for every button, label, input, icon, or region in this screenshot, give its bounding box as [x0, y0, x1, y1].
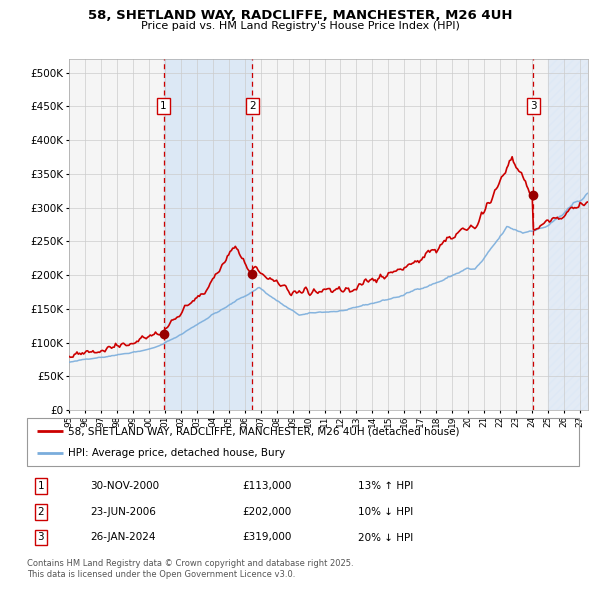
- Text: HPI: Average price, detached house, Bury: HPI: Average price, detached house, Bury: [68, 448, 286, 458]
- Text: 58, SHETLAND WAY, RADCLIFFE, MANCHESTER, M26 4UH (detached house): 58, SHETLAND WAY, RADCLIFFE, MANCHESTER,…: [68, 426, 460, 436]
- Text: 23-JUN-2006: 23-JUN-2006: [91, 507, 157, 517]
- Text: £113,000: £113,000: [242, 481, 292, 491]
- Text: 20% ↓ HPI: 20% ↓ HPI: [358, 533, 413, 542]
- Text: 1: 1: [37, 481, 44, 491]
- Text: 2: 2: [37, 507, 44, 517]
- Text: 1: 1: [160, 101, 167, 112]
- Text: 30-NOV-2000: 30-NOV-2000: [91, 481, 160, 491]
- Text: 3: 3: [530, 101, 536, 112]
- Text: Contains HM Land Registry data © Crown copyright and database right 2025.
This d: Contains HM Land Registry data © Crown c…: [27, 559, 353, 579]
- Bar: [548, 59, 588, 410]
- Text: £319,000: £319,000: [242, 533, 292, 542]
- Text: Price paid vs. HM Land Registry's House Price Index (HPI): Price paid vs. HM Land Registry's House …: [140, 21, 460, 31]
- Text: 26-JAN-2024: 26-JAN-2024: [91, 533, 156, 542]
- Text: 3: 3: [37, 533, 44, 542]
- Text: 10% ↓ HPI: 10% ↓ HPI: [358, 507, 413, 517]
- Text: 58, SHETLAND WAY, RADCLIFFE, MANCHESTER, M26 4UH: 58, SHETLAND WAY, RADCLIFFE, MANCHESTER,…: [88, 9, 512, 22]
- Text: 13% ↑ HPI: 13% ↑ HPI: [358, 481, 413, 491]
- Text: £202,000: £202,000: [242, 507, 292, 517]
- Text: 2: 2: [249, 101, 256, 112]
- Bar: [164, 59, 253, 410]
